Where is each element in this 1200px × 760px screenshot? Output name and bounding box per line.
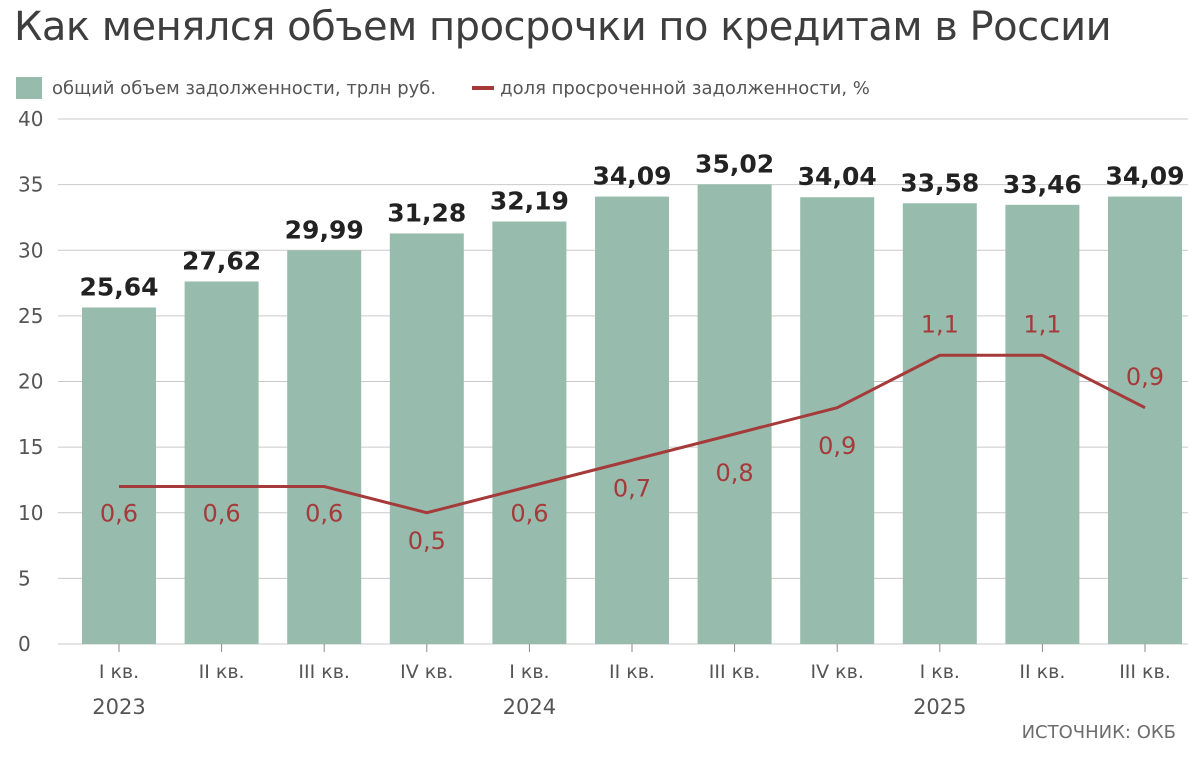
line-value-label: 0,8 [716, 459, 754, 487]
x-year-label: 2023 [92, 695, 145, 719]
x-category-label: IV кв. [811, 661, 864, 683]
chart-title: Как менялся объем просрочки по кредитам … [14, 4, 1112, 50]
x-category-label: III кв. [1119, 661, 1171, 683]
bar-value-label: 31,28 [387, 198, 466, 227]
y-tick-label: 5 [18, 566, 31, 590]
bar [82, 307, 156, 644]
bar [492, 221, 567, 644]
bar [595, 196, 669, 644]
y-tick-label: 40 [18, 107, 43, 131]
bar-value-label: 35,02 [695, 149, 774, 178]
x-category-label: IV кв. [400, 661, 453, 683]
bar [1005, 204, 1080, 644]
bar-value-label: 34,09 [1105, 162, 1184, 191]
bar-value-label: 33,58 [900, 168, 979, 197]
bar [287, 250, 362, 644]
bar [902, 203, 977, 644]
line-value-label: 0,9 [818, 432, 856, 460]
x-category-label: II кв. [609, 661, 655, 683]
source-note: ИСТОЧНИК: ОКБ [1021, 722, 1176, 743]
bar-value-label: 33,46 [1003, 170, 1082, 199]
line-value-label: 0,9 [1126, 363, 1164, 391]
bar [1108, 196, 1182, 644]
legend-bars-label: общий объем задолженности, трлн руб. [52, 77, 437, 99]
bar-value-label: 27,62 [182, 246, 261, 275]
legend-line-swatch [472, 86, 495, 90]
legend: общий объем задолженности, трлн руб. дол… [16, 74, 870, 102]
bar [389, 233, 464, 644]
line-value-label: 0,6 [510, 500, 548, 528]
bar-value-label: 34,09 [592, 162, 671, 191]
line-value-label: 0,6 [100, 500, 138, 528]
bar-value-label: 25,64 [79, 272, 158, 301]
x-category-label: I кв. [920, 661, 960, 683]
legend-line-label: доля просроченной задолженности, % [500, 77, 870, 99]
y-tick-label: 0 [18, 632, 31, 656]
bar [697, 184, 772, 645]
y-tick-label: 35 [18, 173, 43, 197]
y-tick-label: 25 [18, 304, 43, 328]
x-year-label: 2024 [503, 695, 556, 719]
bar [184, 281, 259, 644]
x-category-label: I кв. [509, 661, 549, 683]
line-value-label: 1,1 [1023, 310, 1061, 338]
y-tick-label: 15 [18, 435, 43, 459]
line-value-label: 0,7 [613, 474, 651, 502]
y-tick-label: 10 [18, 501, 43, 525]
legend-bar-swatch [16, 77, 42, 99]
bar [800, 197, 875, 644]
x-category-label: II кв. [1019, 661, 1065, 683]
y-tick-label: 20 [18, 370, 43, 394]
x-category-label: II кв. [199, 661, 245, 683]
x-category-label: I кв. [99, 661, 139, 683]
y-tick-label: 30 [18, 238, 43, 262]
x-year-label: 2025 [913, 695, 966, 719]
bar-value-label: 29,99 [285, 215, 364, 244]
x-category-label: III кв. [298, 661, 350, 683]
x-category-label: III кв. [709, 661, 761, 683]
line-value-label: 0,5 [408, 527, 446, 555]
line-value-label: 0,6 [305, 500, 343, 528]
bar-value-label: 32,19 [490, 187, 569, 216]
line-value-label: 0,6 [203, 500, 241, 528]
line-value-label: 1,1 [921, 310, 959, 338]
bar-value-label: 34,04 [798, 162, 877, 191]
